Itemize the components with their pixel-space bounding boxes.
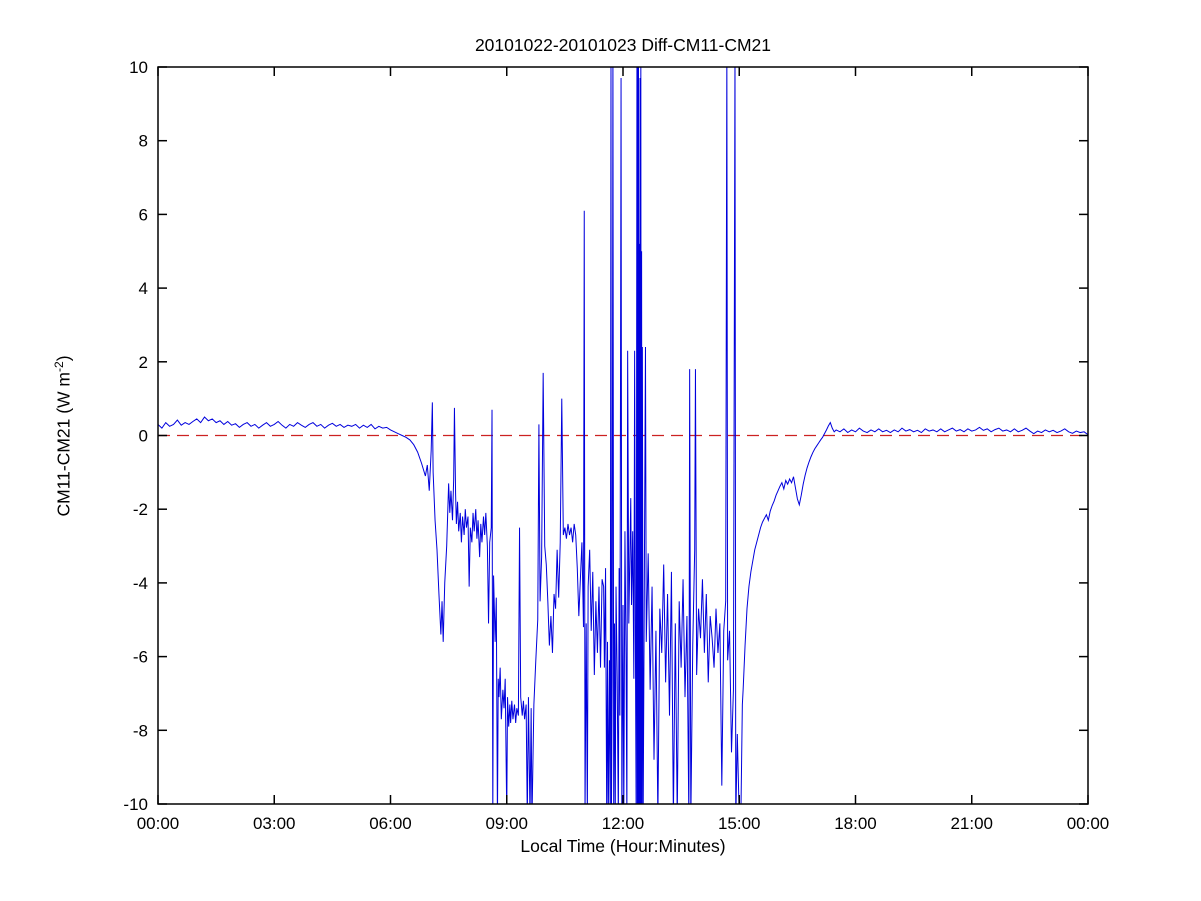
x-tick-label: 09:00 [485,814,528,833]
data-series-line [158,67,1088,804]
x-tick-label: 21:00 [950,814,993,833]
y-tick-label: -10 [123,795,148,814]
y-tick-label: -4 [133,574,148,593]
y-axis-label-main: CM11-CM21 (W m [53,371,74,517]
y-tick-label: 8 [139,132,148,151]
y-tick-label: 10 [129,58,148,77]
x-tick-label: 15:00 [718,814,761,833]
x-tick-label: 06:00 [369,814,412,833]
y-tick-label: 0 [139,427,148,446]
y-tick-label: -8 [133,721,148,740]
x-tick-label: 03:00 [253,814,296,833]
x-tick-label: 00:00 [137,814,180,833]
y-tick-label: -2 [133,500,148,519]
y-tick-label: 4 [139,279,148,298]
y-tick-label: 2 [139,353,148,372]
x-tick-label: 12:00 [602,814,645,833]
y-axis-label: CM11-CM21 (W m-2) [51,355,74,517]
x-axis-label: Local Time (Hour:Minutes) [520,836,726,856]
y-axis-label-close: ) [53,355,74,362]
chart-title: 20101022-20101023 Diff-CM11-CM21 [474,35,772,55]
x-tick-label: 18:00 [834,814,877,833]
y-tick-label: -6 [133,648,148,667]
y-tick-label: 6 [139,205,148,224]
x-tick-label: 00:00 [1067,814,1110,833]
y-axis-label-exponent: -2 [51,361,66,372]
